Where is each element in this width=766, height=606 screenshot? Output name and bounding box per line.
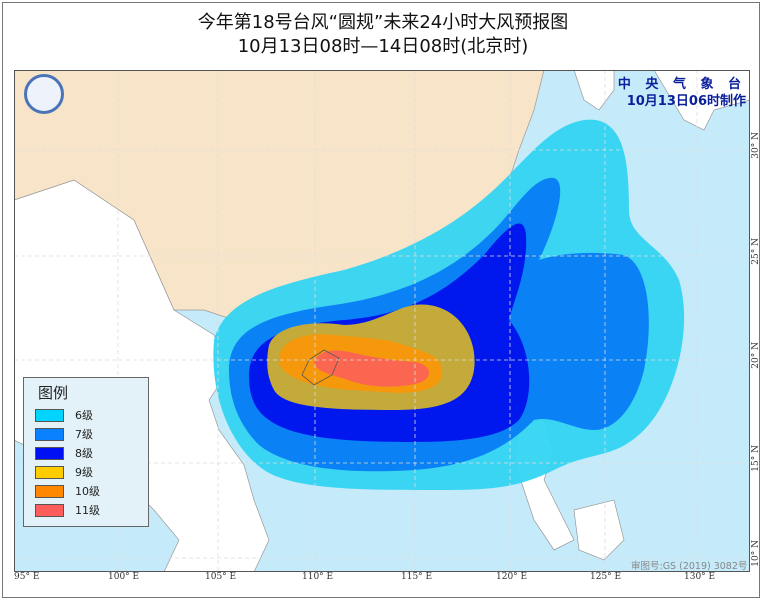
map-approval-number: 审图号:GS (2019) 3082号 (631, 561, 748, 572)
legend-item-8: 8级 (35, 446, 93, 460)
legend-swatch (35, 446, 64, 460)
lon-label: 95° E (14, 572, 40, 582)
legend-label: 6级 (75, 409, 93, 422)
legend-swatch (35, 465, 64, 479)
legend-label: 8级 (75, 447, 93, 460)
legend-swatch (35, 427, 64, 441)
lat-label: 30° N (751, 132, 761, 159)
lon-label: 110° E (302, 572, 334, 582)
lon-label: 115° E (401, 572, 433, 582)
legend: 图例 6级 7级 8级 9级 10级 11级 (23, 377, 149, 527)
legend-item-11: 11级 (35, 503, 100, 517)
legend-label: 11级 (75, 504, 100, 517)
land-korea-japan (573, 70, 750, 131)
lon-label: 130° E (684, 572, 716, 582)
legend-swatch (35, 408, 64, 422)
legend-title: 图例 (38, 384, 69, 402)
map-frame (2, 2, 760, 598)
legend-label: 7级 (75, 428, 93, 441)
lon-label: 125° E (590, 572, 622, 582)
agency-name: 中 央 气 象 台 (617, 77, 746, 92)
legend-item-9: 9级 (35, 465, 93, 479)
lon-label: 120° E (496, 572, 528, 582)
lon-label: 100° E (108, 572, 140, 582)
land-hainan (301, 349, 340, 386)
legend-swatch (35, 484, 64, 498)
legend-item-10: 10级 (35, 484, 100, 498)
legend-label: 9级 (75, 466, 93, 479)
legend-item-6: 6级 (35, 408, 93, 422)
map-subtitle: 10月13日08时—14日08时(北京时) (237, 36, 529, 57)
legend-item-7: 7级 (35, 427, 93, 441)
graticule (14, 70, 750, 572)
lat-label: 15° N (751, 445, 761, 472)
agency-block: 中 央 气 象 台 10月13日06时制作 (618, 76, 746, 110)
lat-label: 20° N (751, 342, 761, 369)
legend-label: 10级 (75, 485, 100, 498)
wind-zone-11 (314, 350, 430, 387)
lon-label: 105° E (205, 572, 237, 582)
lat-label: 25° N (751, 238, 761, 265)
lat-label: 10° N (751, 540, 761, 567)
issue-time: 10月13日06时制作 (626, 94, 746, 109)
map-border (14, 70, 750, 572)
legend-swatch (35, 503, 64, 517)
cma-logo (24, 74, 64, 114)
map-title: 今年第18号台风“圆规”未来24小时大风预报图 (197, 12, 569, 33)
